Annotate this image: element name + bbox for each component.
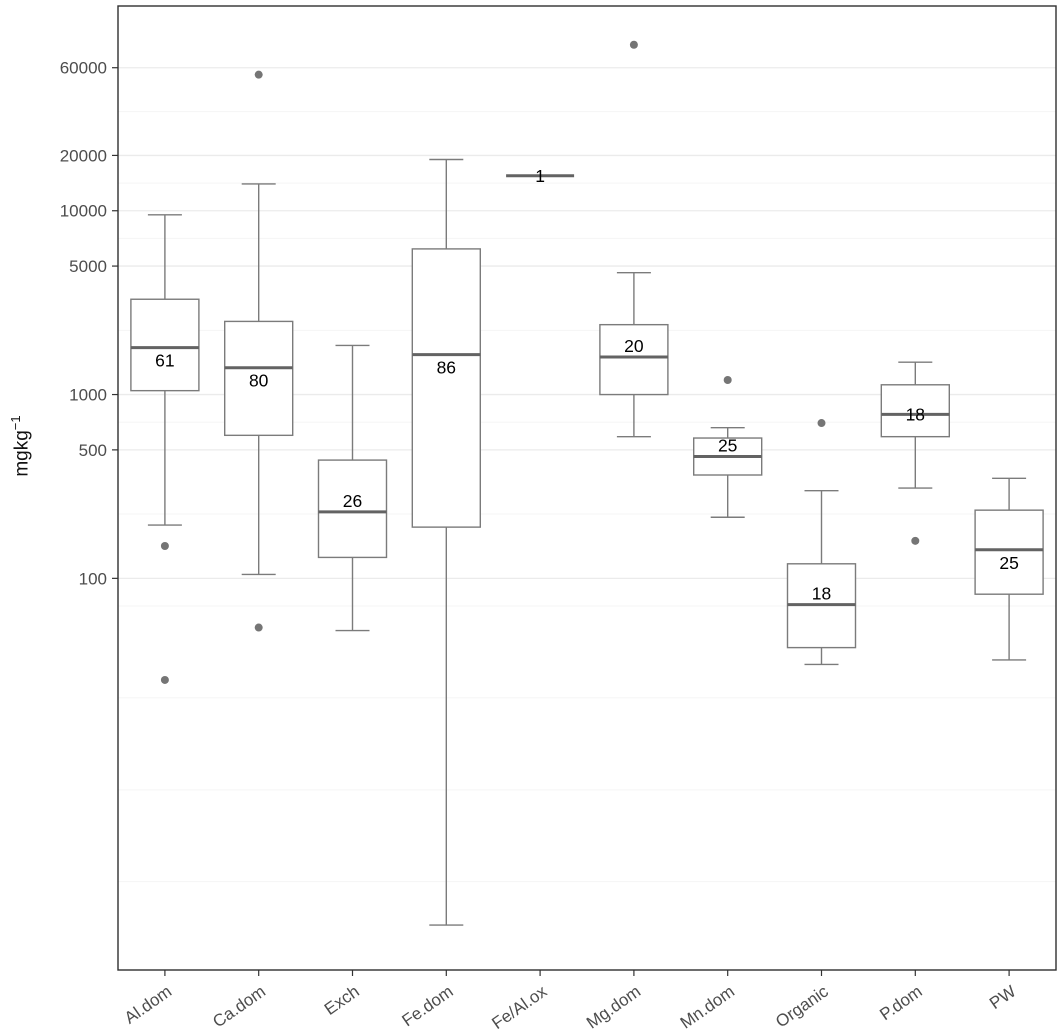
box-iqr	[317, 459, 388, 559]
y-tick-label: 5000	[69, 257, 107, 276]
y-tick-label: 1000	[69, 386, 107, 405]
box-iqr	[880, 384, 950, 438]
box-count-label: 18	[906, 404, 925, 424]
box-iqr	[599, 323, 669, 396]
x-tick-label: Mn.dom	[677, 982, 738, 1033]
box-count-label: 20	[624, 336, 644, 356]
box-count-label: 26	[343, 491, 362, 511]
x-tick-label: Fe/Al.ox	[488, 981, 550, 1033]
box-count-label: 25	[999, 553, 1018, 573]
y-tick-label: 500	[79, 441, 107, 460]
outlier-point	[254, 623, 263, 632]
box-count-label: 80	[249, 371, 269, 391]
outlier-point	[817, 419, 826, 428]
box-iqr	[411, 248, 481, 528]
box-count-label: 61	[155, 351, 174, 371]
outlier-point	[911, 536, 920, 545]
box-count-label: 1	[535, 166, 545, 186]
x-tick-label: Al.dom	[121, 982, 175, 1028]
box-iqr	[130, 298, 200, 392]
outlier-point	[629, 40, 638, 49]
y-tick-label: 100	[79, 569, 107, 588]
panel-border	[117, 5, 1057, 971]
outlier-point	[254, 70, 263, 79]
x-tick-label: PW	[986, 982, 1019, 1013]
y-axis-title-exponent: −1	[8, 415, 23, 431]
y-tick-label: 10000	[60, 202, 107, 221]
outlier-point	[160, 541, 169, 550]
x-tick-label: Ca.dom	[209, 982, 269, 1032]
y-axis-title-text: mgkg	[11, 430, 33, 477]
x-tick-label: Fe.dom	[398, 982, 456, 1031]
outlier-point	[723, 375, 732, 384]
outlier-point	[160, 675, 169, 684]
y-axis-title: mgkg−1	[3, 386, 33, 506]
box-iqr	[974, 509, 1044, 595]
x-tick-label: Organic	[772, 981, 832, 1031]
x-tick-label: P.dom	[876, 982, 925, 1024]
box-iqr	[223, 320, 294, 437]
x-tick-label: Exch	[321, 982, 363, 1019]
box-count-label: 18	[812, 584, 831, 604]
y-tick-label: 60000	[60, 59, 107, 78]
x-tick-label: Mg.dom	[583, 982, 644, 1033]
y-tick-label: 20000	[60, 146, 107, 165]
box-count-label: 86	[437, 358, 456, 378]
box-count-label: 25	[718, 436, 737, 456]
